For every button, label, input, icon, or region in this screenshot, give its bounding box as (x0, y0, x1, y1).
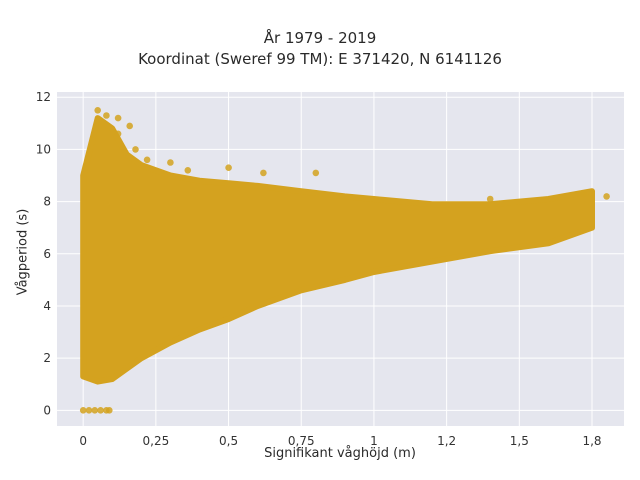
point-cloud (80, 115, 595, 385)
y-tick-label: 2 (43, 351, 51, 365)
data-point (114, 114, 122, 122)
y-tick-label: 8 (43, 195, 51, 209)
x-tick-label: 1,2 (437, 434, 456, 448)
x-tick-label: 1,8 (582, 434, 601, 448)
data-point (580, 190, 587, 198)
point-cloud-area (80, 115, 595, 385)
data-point (603, 193, 610, 200)
chart-subtitle: Koordinat (Sweref 99 TM): E 371420, N 61… (138, 50, 502, 68)
data-point (91, 407, 99, 414)
x-tick-label: 0,5 (219, 434, 238, 448)
data-point (312, 169, 320, 177)
x-tick-label: 1,5 (510, 434, 529, 448)
data-point (260, 169, 267, 177)
data-point (225, 164, 232, 171)
data-point (132, 146, 139, 153)
x-tick-label: 0,25 (143, 434, 170, 448)
data-point (184, 167, 192, 174)
x-tick-label: 0 (79, 434, 87, 448)
y-tick-label: 4 (43, 299, 51, 313)
y-tick-label: 0 (43, 403, 51, 417)
x-axis-ticks: 0 0,25 0,5 0,75 1 1,2 1,5 1,8 (79, 434, 601, 448)
chart-title: År 1979 - 2019 (263, 29, 377, 47)
outlier-points (79, 107, 610, 414)
data-point (85, 407, 93, 414)
x-tick-label: 1 (370, 434, 378, 448)
data-point (106, 407, 113, 414)
y-tick-label: 12 (36, 90, 51, 104)
y-tick-label: 10 (36, 142, 51, 156)
x-tick-label: 0,75 (288, 434, 315, 448)
data-point (103, 112, 110, 119)
data-point (79, 407, 87, 414)
data-point (94, 107, 101, 114)
data-point (126, 122, 133, 130)
y-axis-label: Vågperiod (s) (15, 208, 31, 296)
y-axis-ticks: 0 2 4 6 8 10 12 (36, 90, 51, 417)
x-axis-label: Signifikant våghöjd (m) (264, 446, 416, 461)
data-point (143, 156, 151, 164)
data-point (97, 407, 104, 414)
data-point (114, 130, 122, 138)
data-point (486, 195, 494, 203)
y-tick-label: 6 (43, 247, 51, 261)
data-point (167, 159, 174, 166)
